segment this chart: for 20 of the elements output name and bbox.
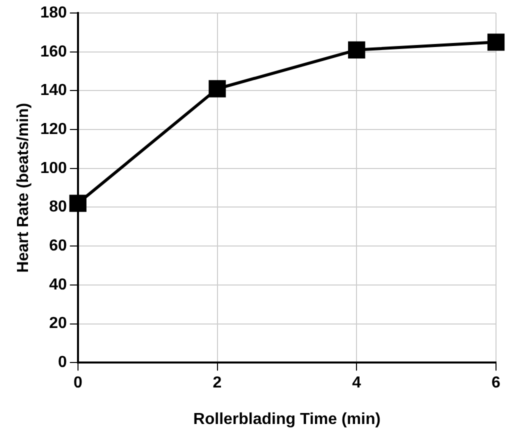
y-tick-label: 180 <box>40 4 67 22</box>
y-tick-label: 140 <box>40 82 67 100</box>
y-tick-label: 160 <box>40 43 67 60</box>
point <box>208 80 226 98</box>
y-tick-label: 80 <box>49 198 67 216</box>
point <box>348 41 366 58</box>
x-tick-label: 6 <box>492 374 501 392</box>
y-tick-label: 100 <box>40 160 67 177</box>
x-axis-title: Rollerblading Time (min) <box>193 410 381 428</box>
y-tick-label: 40 <box>49 276 67 294</box>
y-tick-label: 0 <box>58 354 67 372</box>
x-tick-label: 2 <box>212 374 222 392</box>
x-tick-label: 0 <box>73 374 82 392</box>
y-axis-title: Heart Rate (beats/min) <box>15 102 32 273</box>
x-tick-label: 4 <box>352 374 362 392</box>
point <box>487 34 505 51</box>
y-tick-label: 60 <box>49 237 67 254</box>
y-tick-label: 120 <box>40 120 67 138</box>
point <box>69 194 86 212</box>
y-tick-label: 20 <box>49 315 67 332</box>
